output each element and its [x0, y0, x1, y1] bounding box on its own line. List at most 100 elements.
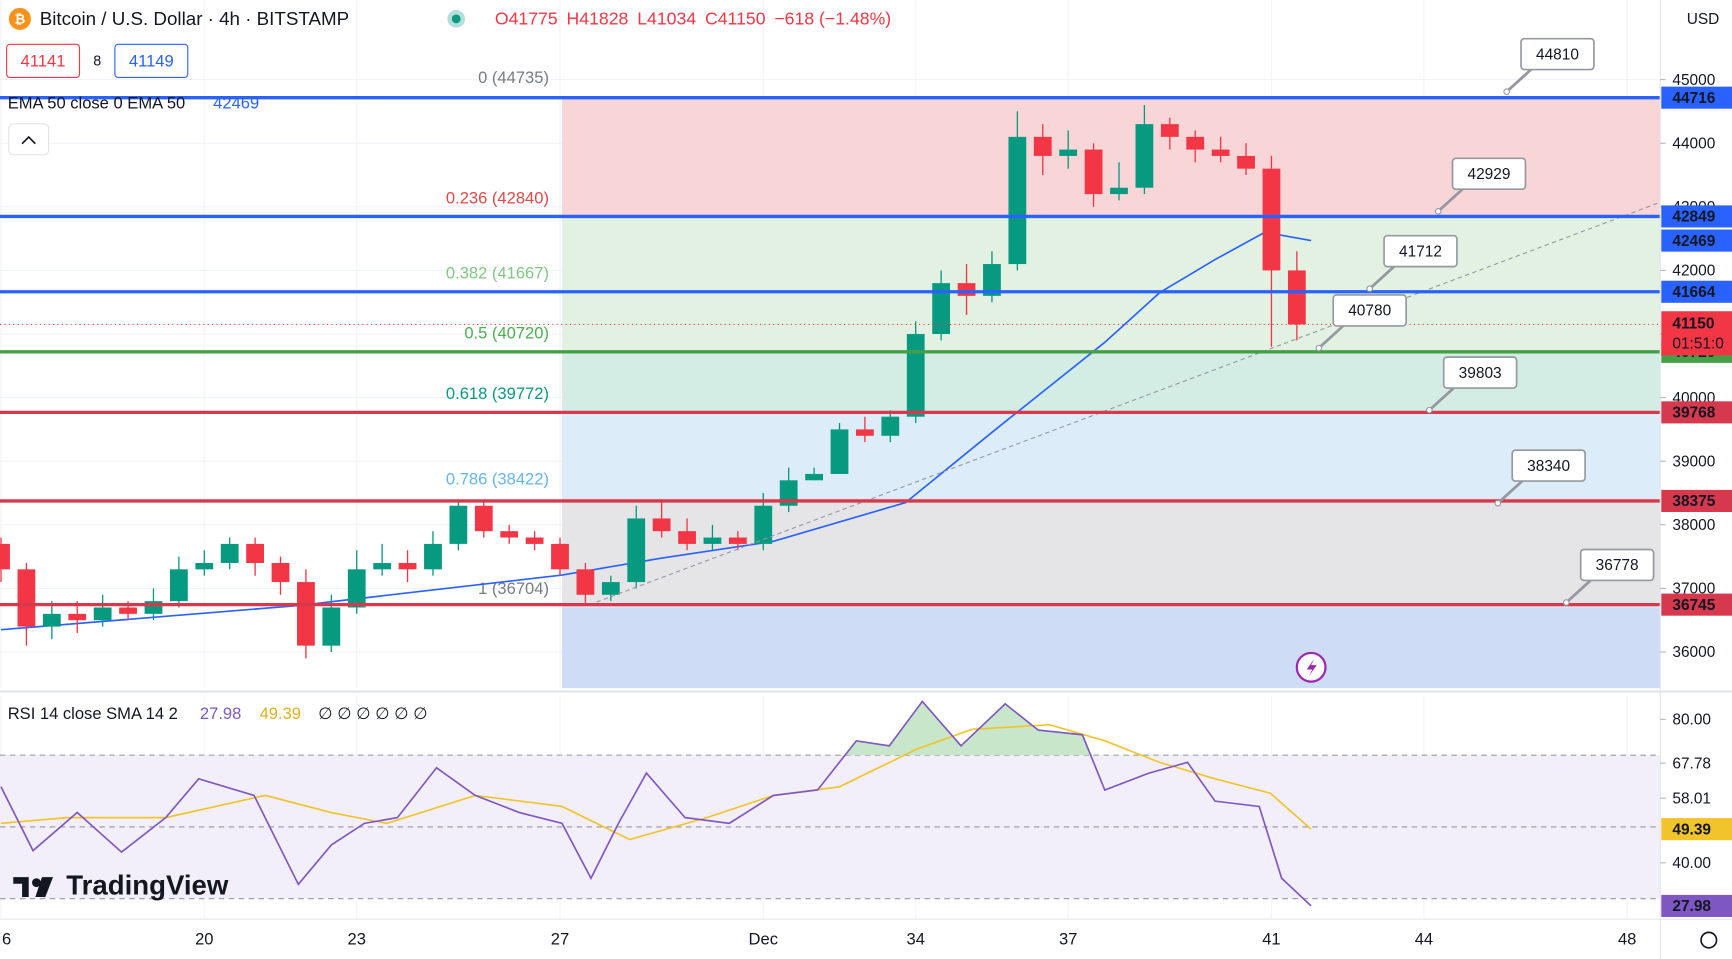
spread: 8	[93, 54, 101, 70]
fib-zone	[562, 412, 1661, 498]
ema-legend: EMA 50 close 0 EMA 50	[8, 93, 186, 112]
logo-mark-dot	[32, 878, 41, 888]
candle-body	[373, 562, 392, 570]
countdown: 01:51:0	[1672, 335, 1724, 352]
callout-box	[1579, 548, 1655, 582]
callout-pointer	[1428, 387, 1455, 412]
x-tick-label: 6	[2, 929, 11, 948]
rsi-y-tick-label: 58.01	[1672, 790, 1711, 807]
callout-label: 38340	[1527, 458, 1570, 475]
y-tick-label: 37000	[1672, 581, 1715, 598]
candle-body	[703, 537, 722, 544]
candle-body	[856, 429, 874, 436]
level-tag	[1661, 593, 1732, 616]
candle-body	[754, 505, 773, 544]
rsi-y-tick-label: 80.00	[1672, 711, 1711, 728]
y-tick-label: 38000	[1672, 517, 1715, 534]
candle-body	[1287, 270, 1306, 325]
y-tick-label: 42000	[1672, 263, 1715, 280]
logo-mark-slash	[35, 877, 54, 898]
candle-body	[1110, 187, 1128, 195]
ema-line	[0, 231, 1312, 631]
candle-body	[93, 607, 112, 621]
candle-body	[1262, 168, 1281, 271]
rsi-line	[0, 700, 1312, 907]
candle-body	[119, 607, 137, 614]
fib-label: 1 (36704)	[478, 579, 549, 598]
candle-body	[1160, 124, 1179, 137]
candle-body	[195, 562, 214, 570]
candle-body	[576, 569, 595, 595]
fib-zone	[562, 216, 1661, 292]
candle-body	[728, 537, 747, 544]
fib-label: 0.5 (40720)	[464, 324, 549, 343]
rsi-tag	[1661, 818, 1732, 841]
candle-body	[0, 543, 10, 570]
sell-button[interactable]	[6, 43, 81, 78]
collapse-button[interactable]	[8, 123, 50, 156]
candle-body	[347, 569, 366, 608]
rsi-placeholders: ∅ ∅ ∅ ∅ ∅ ∅	[318, 704, 427, 723]
ohlc-value: H41828	[567, 9, 629, 29]
y-tick-label: 44000	[1672, 135, 1715, 152]
bitcoin-icon-glyph: ₿	[14, 11, 25, 26]
candle-body	[678, 531, 696, 544]
candle-body	[297, 582, 315, 646]
callout-anchor	[1315, 344, 1323, 352]
candle-body	[551, 543, 569, 570]
events-icon-bolt	[1306, 658, 1317, 677]
last-price-label: 41150	[1672, 316, 1714, 333]
front-layer: 44810 42929 41712 40780 39803 38340 36778	[0, 37, 1661, 607]
x-tick-label: 23	[348, 929, 366, 948]
callout-box	[1451, 157, 1527, 191]
buy-button[interactable]	[114, 43, 189, 78]
callout-label: 40780	[1348, 303, 1391, 320]
candle-body	[805, 473, 823, 481]
bid-price: 41141	[21, 51, 66, 70]
callout-anchor	[1562, 599, 1570, 606]
candle-body	[424, 543, 442, 570]
rsi-sma-line	[0, 723, 1312, 841]
callout-label: 39803	[1459, 365, 1502, 382]
collapse-icon	[21, 135, 36, 145]
callout-anchor	[1366, 285, 1374, 293]
trend-line	[596, 201, 1661, 603]
rsi-y-tick-label: 67.78	[1672, 755, 1711, 772]
ohlc-value: −618 (−1.48%)	[774, 9, 891, 29]
fib-zone	[562, 607, 1661, 689]
fib-label: 0.786 (38422)	[446, 470, 549, 489]
level-tag	[1661, 205, 1732, 228]
fib-zone	[562, 96, 1661, 217]
ohlc-value: L41034	[637, 9, 696, 29]
callout-pointer	[1496, 480, 1524, 505]
candle-body	[500, 531, 519, 538]
rsi-legend-value: 27.98	[200, 704, 241, 723]
callout-pointer	[1437, 188, 1464, 213]
level-tag	[1661, 401, 1732, 424]
x-tick-label: 27	[551, 929, 569, 948]
x-tick-label: 48	[1618, 929, 1636, 948]
fib-label: 0.236 (42840)	[446, 189, 549, 208]
ema-legend-value: 42469	[213, 93, 259, 112]
candle-body	[1059, 149, 1078, 156]
candle-body	[220, 543, 239, 563]
candle-body	[881, 416, 900, 436]
rsi-sma-legend-value: 49.39	[260, 704, 301, 723]
fib-zone	[562, 291, 1661, 352]
rsi-y-tick-label: 40.00	[1672, 855, 1711, 872]
candle-body	[449, 505, 468, 544]
callout-label: 41712	[1399, 243, 1442, 260]
candle-body	[271, 562, 290, 583]
candle-body	[525, 537, 544, 544]
axes: 6 20 23 27 Dec 34 37 41 44 48 36000 37000 38000 39000…	[2, 72, 1732, 948]
level-tag-label: 41664	[1672, 284, 1715, 301]
currency-label: USD	[1687, 11, 1720, 28]
callout-pointer	[1565, 579, 1592, 604]
candle-body	[1211, 149, 1230, 156]
candle-body	[1237, 155, 1255, 169]
callout-anchor	[1503, 88, 1510, 96]
settings-button[interactable]	[1700, 931, 1718, 949]
candle-body	[1008, 136, 1027, 265]
logo: TradingView	[13, 869, 229, 900]
callout-box	[1332, 294, 1407, 327]
